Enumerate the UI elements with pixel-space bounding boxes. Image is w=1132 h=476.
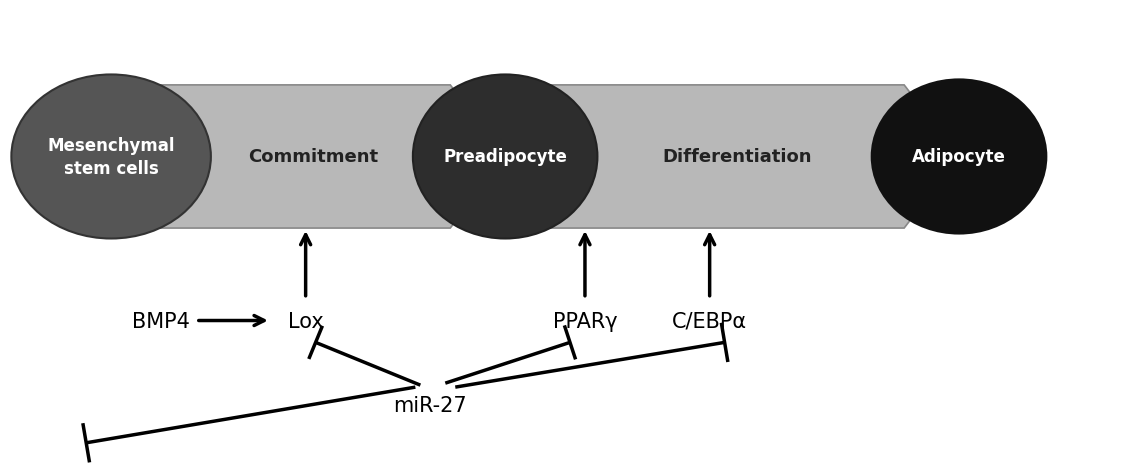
Text: miR-27: miR-27: [394, 395, 468, 415]
Text: C/EBPα: C/EBPα: [672, 311, 747, 331]
Text: Lox: Lox: [288, 311, 324, 331]
Text: PPARγ: PPARγ: [552, 311, 617, 331]
Ellipse shape: [413, 75, 598, 239]
Polygon shape: [550, 86, 959, 228]
Polygon shape: [156, 86, 505, 228]
Ellipse shape: [872, 80, 1046, 234]
Text: Adipocyte: Adipocyte: [912, 148, 1006, 166]
Ellipse shape: [11, 75, 211, 239]
Text: Mesenchymal
stem cells: Mesenchymal stem cells: [48, 137, 174, 178]
Text: BMP4: BMP4: [132, 311, 190, 331]
Text: Commitment: Commitment: [248, 148, 378, 166]
Text: Preadipocyte: Preadipocyte: [444, 148, 567, 166]
Text: Differentiation: Differentiation: [662, 148, 812, 166]
